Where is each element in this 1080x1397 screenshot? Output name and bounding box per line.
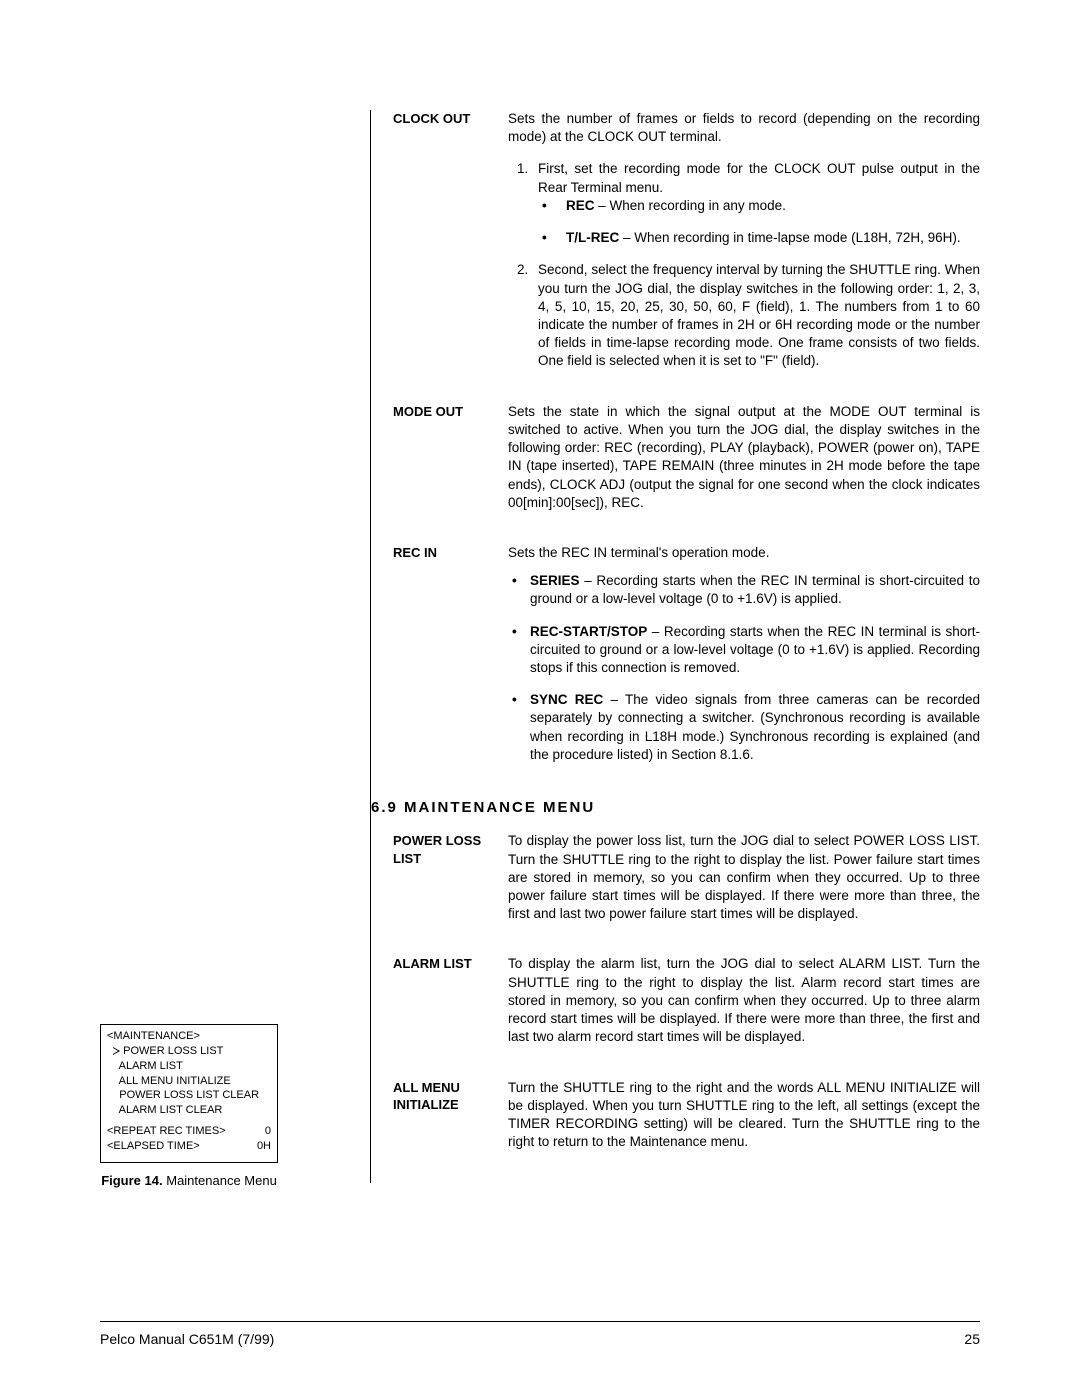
- figure-elapsed-val: 0H: [257, 1139, 271, 1154]
- figure-row-repeat: <REPEAT REC TIMES> 0: [107, 1124, 271, 1139]
- figure-line-1: POWER LOSS LIST: [107, 1044, 271, 1059]
- figure-line-2: ALARM LIST: [107, 1059, 271, 1074]
- mode-out-text: Sets the state in which the signal outpu…: [508, 403, 980, 512]
- figure-elapsed-label: <ELAPSED TIME>: [107, 1139, 200, 1154]
- figure-caption: Figure 14. Maintenance Menu: [100, 1172, 278, 1190]
- pll-text: To display the power loss list, turn the…: [508, 832, 980, 923]
- left-column: <MAINTENANCE> POWER LOSS LIST ALARM LIST…: [100, 110, 340, 1183]
- figure-repeat-val: 0: [265, 1124, 271, 1139]
- def-body-rec-in: Sets the REC IN terminal's operation mod…: [508, 544, 980, 778]
- figure-menu-group-2: <REPEAT REC TIMES> 0 <ELAPSED TIME> 0H: [107, 1124, 271, 1154]
- rec-in-intro: Sets the REC IN terminal's operation mod…: [508, 544, 980, 562]
- def-mode-out: MODE OUT Sets the state in which the sig…: [393, 403, 980, 526]
- figure-header: <MAINTENANCE>: [107, 1029, 271, 1044]
- figure-maintenance-menu-box: <MAINTENANCE> POWER LOSS LIST ALARM LIST…: [100, 1024, 278, 1163]
- page: <MAINTENANCE> POWER LOSS LIST ALARM LIST…: [0, 0, 1080, 1223]
- def-body-ami: Turn the SHUTTLE ring to the right and t…: [508, 1079, 980, 1166]
- series-key: SERIES: [530, 573, 580, 588]
- clock-out-ol: First, set the recording mode for the CL…: [508, 160, 980, 370]
- section-6-9-title: 6.9 MAINTENANCE MENU: [371, 798, 980, 818]
- def-label-pll: POWER LOSS LIST: [393, 832, 508, 937]
- figure-caption-prefix: Figure 14.: [101, 1173, 162, 1188]
- rec-key: REC: [566, 198, 595, 213]
- def-label-rec-in: REC IN: [393, 544, 508, 778]
- def-power-loss-list: POWER LOSS LIST To display the power los…: [393, 832, 980, 937]
- def-label-clock-out: CLOCK OUT: [393, 110, 508, 385]
- syncrec-key: SYNC REC: [530, 692, 603, 707]
- def-alarm-list: ALARM LIST To display the alarm list, tu…: [393, 955, 980, 1060]
- def-body-alarm: To display the alarm list, turn the JOG …: [508, 955, 980, 1060]
- content-area: <MAINTENANCE> POWER LOSS LIST ALARM LIST…: [100, 110, 980, 1183]
- footer-left: Pelco Manual C651M (7/99): [100, 1330, 274, 1349]
- ami-text: Turn the SHUTTLE ring to the right and t…: [508, 1079, 980, 1152]
- alarm-text: To display the alarm list, turn the JOG …: [508, 955, 980, 1046]
- rec-rest: – When recording in any mode.: [595, 198, 786, 213]
- def-label-mode-out: MODE OUT: [393, 403, 508, 526]
- def-label-ami: ALL MENU INITIALIZE: [393, 1079, 508, 1166]
- tlrec-key: T/L-REC: [566, 230, 619, 245]
- rec-in-b3: SYNC REC – The video signals from three …: [530, 691, 980, 764]
- def-body-clock-out: Sets the number of frames or fields to r…: [508, 110, 980, 385]
- figure-line-3-text: ALL MENU INITIALIZE: [119, 1075, 231, 1087]
- figure-row-elapsed: <ELAPSED TIME> 0H: [107, 1139, 271, 1154]
- figure-caption-text: Maintenance Menu: [166, 1173, 277, 1188]
- figure-line-4-text: POWER LOSS LIST CLEAR: [119, 1089, 259, 1101]
- figure-line-1-text: POWER LOSS LIST: [123, 1045, 223, 1057]
- def-clock-out: CLOCK OUT Sets the number of frames or f…: [393, 110, 980, 385]
- recstart-key: REC-START/STOP: [530, 624, 647, 639]
- def-body-pll: To display the power loss list, turn the…: [508, 832, 980, 937]
- figure-line-3: ALL MENU INITIALIZE: [107, 1074, 271, 1089]
- def-body-mode-out: Sets the state in which the signal outpu…: [508, 403, 980, 526]
- figure-line-2-text: ALARM LIST: [119, 1060, 183, 1072]
- series-rest: – Recording starts when the REC IN termi…: [530, 573, 980, 606]
- figure-menu-group-1: <MAINTENANCE> POWER LOSS LIST ALARM LIST…: [107, 1029, 271, 1118]
- figure-line-5: ALARM LIST CLEAR: [107, 1103, 271, 1118]
- clock-out-li-2-text: Second, select the frequency interval by…: [538, 262, 980, 368]
- figure-repeat-label: <REPEAT REC TIMES>: [107, 1124, 226, 1139]
- footer-right: 25: [964, 1330, 980, 1349]
- figure-line-4: POWER LOSS LIST CLEAR: [107, 1088, 271, 1103]
- def-all-menu-init: ALL MENU INITIALIZE Turn the SHUTTLE rin…: [393, 1079, 980, 1166]
- clock-out-sub-2: T/L-REC – When recording in time-lapse m…: [560, 229, 980, 247]
- clock-out-li-1: First, set the recording mode for the CL…: [532, 160, 980, 247]
- clock-out-li-1-bullets: REC – When recording in any mode. T/L-RE…: [538, 197, 980, 247]
- tlrec-rest: – When recording in time-lapse mode (L18…: [619, 230, 960, 245]
- clock-out-intro: Sets the number of frames or fields to r…: [508, 110, 980, 146]
- clock-out-li-2: Second, select the frequency interval by…: [532, 261, 980, 370]
- def-rec-in: REC IN Sets the REC IN terminal's operat…: [393, 544, 980, 778]
- rec-in-b1: SERIES – Recording starts when the REC I…: [530, 572, 980, 608]
- rec-in-b2: REC-START/STOP – Recording starts when t…: [530, 623, 980, 678]
- def-label-alarm: ALARM LIST: [393, 955, 508, 1060]
- figure-line-5-text: ALARM LIST CLEAR: [119, 1104, 223, 1116]
- right-column: CLOCK OUT Sets the number of frames or f…: [370, 110, 980, 1183]
- clock-out-li-1-text: First, set the recording mode for the CL…: [538, 161, 980, 194]
- cursor-icon: [113, 1047, 121, 1054]
- clock-out-sub-1: REC – When recording in any mode.: [560, 197, 980, 215]
- rec-in-bullets: SERIES – Recording starts when the REC I…: [508, 572, 980, 764]
- page-footer: Pelco Manual C651M (7/99) 25: [100, 1321, 980, 1349]
